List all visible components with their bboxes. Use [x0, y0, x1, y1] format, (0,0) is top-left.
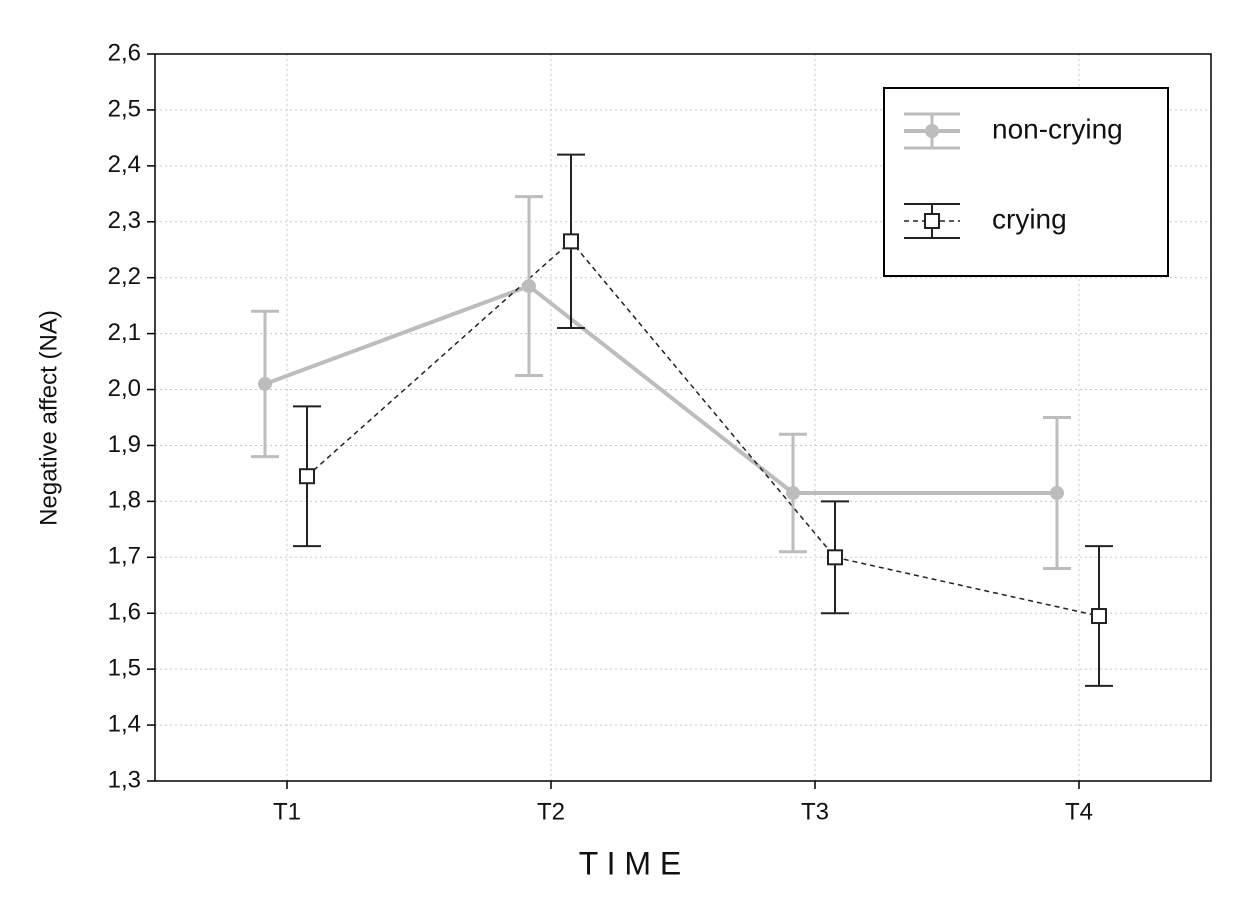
y-tick-label: 2,6: [108, 39, 141, 66]
x-axis-title: T I M E: [579, 845, 682, 881]
point: [1091, 608, 1107, 625]
y-tick-label: 2,1: [108, 319, 141, 346]
x-tick-label: T4: [1065, 798, 1093, 825]
y-tick-label: 1,4: [108, 710, 141, 737]
x-tick-label: T1: [273, 798, 301, 825]
y-tick-label: 1,8: [108, 487, 141, 514]
point: [827, 549, 843, 566]
point: [258, 376, 272, 391]
y-tick-label: 1,6: [108, 599, 141, 626]
y-tick-label: 1,3: [108, 766, 141, 793]
legend-marker: [925, 124, 939, 138]
point: [786, 485, 800, 500]
y-axis-title: Negative affect (NA): [35, 310, 62, 526]
plot-frame: [154, 53, 1212, 782]
point: [563, 233, 579, 250]
y-tick-label: 2,5: [108, 95, 141, 122]
point: [1050, 485, 1064, 500]
y-tick-label: 2,4: [108, 151, 141, 178]
y-tick-label: 1,7: [108, 543, 141, 570]
legend-label: non-crying: [992, 113, 1123, 144]
y-tick-label: 2,2: [108, 263, 141, 290]
x-tick-label: T2: [537, 798, 565, 825]
series-line: [264, 283, 1057, 495]
y-tick-label: 2,3: [108, 207, 141, 234]
legend-marker: [924, 213, 940, 229]
x-tick-label: T3: [801, 798, 829, 825]
y-tick-label: 2,0: [108, 375, 141, 402]
point: [522, 279, 536, 294]
point: [299, 468, 315, 485]
legend-label: crying: [992, 203, 1067, 234]
y-tick-label: 1,9: [108, 431, 141, 458]
series-line: [306, 240, 1100, 617]
y-tick-label: 1,5: [108, 654, 141, 681]
